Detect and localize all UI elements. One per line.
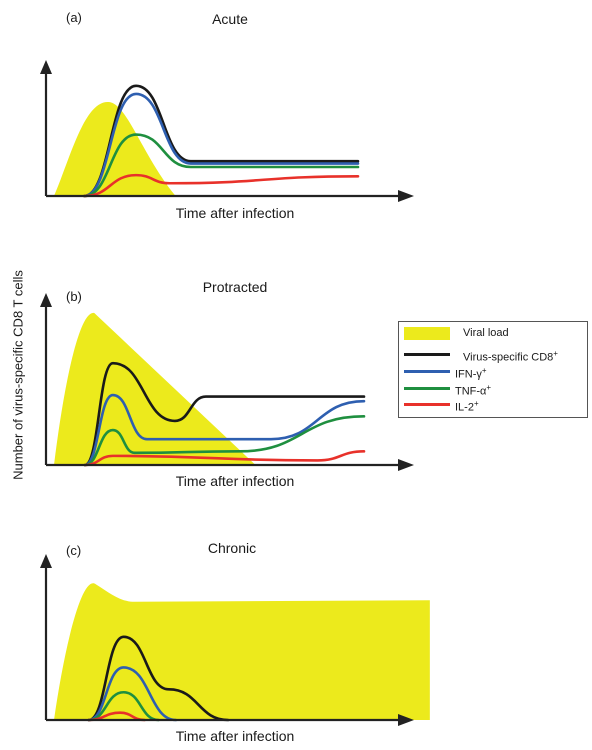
legend: Viral load Virus-specific CD8+ IFN-γ+ TN… xyxy=(398,321,588,418)
legend-swatch-cd8 xyxy=(404,353,450,356)
legend-label-viral-load: Viral load xyxy=(463,327,509,339)
legend-item-ifn: IFN-γ+ xyxy=(399,364,587,381)
y-axis-arrow-b xyxy=(40,293,52,307)
x-axis-arrow-a xyxy=(398,190,414,202)
x-axis-label-a: Time after infection xyxy=(176,205,295,221)
panel-title-a: Acute xyxy=(212,11,248,27)
legend-swatch-ifn xyxy=(404,370,450,373)
legend-label-ifn: IFN-γ+ xyxy=(455,366,487,381)
series-line-il2-b xyxy=(83,450,366,467)
legend-label-cd8: Virus-specific CD8+ xyxy=(463,349,558,364)
panel-title-c: Chronic xyxy=(208,540,256,556)
panel-title-b: Protracted xyxy=(203,279,268,295)
viral-load-area-c xyxy=(54,583,430,720)
legend-swatch-viral-load xyxy=(404,327,450,340)
series-line-tnf-c xyxy=(87,690,160,722)
legend-swatch-tnf xyxy=(404,387,450,390)
legend-label-il2: IL-2+ xyxy=(455,399,479,414)
y-axis-arrow-c xyxy=(40,554,52,568)
series-line-tnf-b xyxy=(83,415,366,467)
series-line-ifn-a xyxy=(83,92,360,198)
legend-item-tnf: TNF-α+ xyxy=(399,381,587,398)
panel-label-b: (b) xyxy=(66,289,82,304)
panel-label-c: (c) xyxy=(66,543,81,558)
legend-item-cd8: Virus-specific CD8+ xyxy=(399,347,587,364)
legend-item-il2: IL-2+ xyxy=(399,397,587,414)
series-line-ifn-c xyxy=(87,666,178,722)
x-axis-arrow-b xyxy=(398,459,414,471)
y-axis-arrow-a xyxy=(40,60,52,74)
series-line-tnf-a xyxy=(83,133,360,198)
series-line-ifn-b xyxy=(83,393,366,467)
legend-item-viral-load: Viral load xyxy=(399,327,587,341)
series-line-il2-a xyxy=(83,173,360,198)
series-line-il2-c xyxy=(87,711,146,722)
x-axis-arrow-c xyxy=(398,714,414,726)
viral-load-area-b xyxy=(54,312,256,465)
x-axis-label-b: Time after infection xyxy=(176,473,295,489)
legend-swatch-il2 xyxy=(404,403,450,406)
legend-label-tnf: TNF-α+ xyxy=(455,383,492,398)
x-axis-label-c: Time after infection xyxy=(176,728,295,744)
viral-load-area-a xyxy=(54,101,176,196)
series-line-cd8-c xyxy=(87,635,230,722)
y-axis-label: Number of virus-specific CD8 T cells xyxy=(10,270,26,480)
panel-label-a: (a) xyxy=(66,10,82,25)
series-line-cd8-b xyxy=(83,361,366,467)
